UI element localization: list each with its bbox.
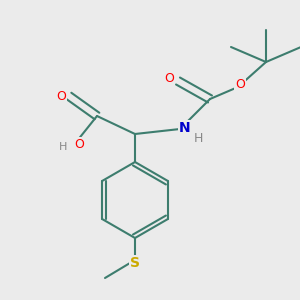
Text: N: N [179,121,191,135]
Text: H: H [193,133,203,146]
Text: O: O [235,79,245,92]
Text: O: O [74,139,84,152]
Text: H: H [59,142,67,152]
Text: S: S [130,256,140,270]
Text: O: O [164,73,174,85]
Text: O: O [56,89,66,103]
